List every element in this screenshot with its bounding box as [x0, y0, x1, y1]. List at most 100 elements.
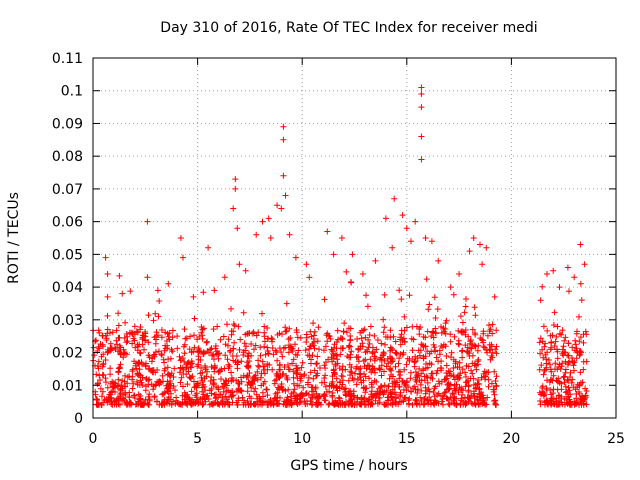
data-point-marker	[170, 383, 177, 390]
data-point-marker	[158, 334, 165, 341]
data-point-marker	[456, 359, 463, 366]
data-point-marker	[234, 365, 241, 372]
data-point-marker	[542, 366, 549, 373]
data-point-marker	[293, 329, 300, 336]
data-point-marker	[109, 388, 116, 395]
data-point-marker	[267, 235, 274, 241]
data-point-marker	[349, 251, 356, 258]
data-point-marker	[474, 397, 481, 404]
data-point-marker	[426, 301, 433, 308]
data-point-marker	[418, 387, 425, 394]
data-point-marker	[334, 327, 341, 334]
data-point-marker	[414, 390, 421, 396]
data-point-marker	[430, 334, 437, 341]
data-point-marker	[537, 350, 544, 357]
data-point-marker	[129, 366, 136, 373]
data-point-marker	[564, 400, 571, 407]
data-point-marker	[289, 348, 296, 354]
data-point-marker	[199, 369, 206, 376]
data-point-marker	[572, 337, 579, 344]
data-point-marker	[109, 378, 116, 385]
data-point-marker	[428, 238, 435, 245]
data-point-marker	[381, 368, 387, 375]
data-point-marker	[491, 386, 498, 393]
data-point-marker	[235, 395, 242, 402]
data-point-marker	[259, 218, 266, 225]
data-point-marker	[163, 382, 170, 389]
data-point-marker	[109, 329, 116, 336]
data-point-marker	[144, 400, 151, 407]
data-point-marker	[379, 352, 386, 359]
data-point-marker	[286, 342, 292, 349]
data-point-marker	[334, 360, 341, 367]
data-point-marker	[443, 362, 450, 369]
data-point-marker	[580, 366, 587, 373]
data-point-marker	[339, 336, 346, 343]
data-point-marker	[225, 361, 232, 368]
data-point-marker	[114, 341, 120, 348]
data-point-marker	[273, 376, 280, 383]
data-point-marker	[381, 357, 388, 364]
data-point-marker	[416, 331, 423, 338]
data-point-marker	[551, 343, 558, 349]
data-point-marker	[311, 328, 318, 335]
data-point-marker	[181, 326, 188, 333]
data-point-marker	[291, 386, 298, 393]
data-point-marker	[582, 385, 589, 392]
y-tick-label: 0.03	[52, 313, 83, 329]
data-point-marker	[436, 351, 443, 358]
data-point-marker	[285, 396, 292, 403]
data-point-marker	[548, 344, 555, 351]
data-point-marker	[433, 330, 439, 337]
data-point-marker	[183, 400, 190, 407]
data-point-marker	[425, 386, 432, 393]
data-point-marker	[145, 339, 152, 346]
data-point-marker	[347, 336, 354, 343]
data-point-marker	[548, 339, 555, 346]
data-point-marker	[169, 327, 176, 334]
data-point-marker	[311, 345, 318, 352]
data-point-marker	[448, 349, 455, 356]
data-point-marker	[329, 378, 336, 385]
data-point-marker	[554, 378, 561, 385]
data-point-marker	[353, 381, 360, 388]
data-point-marker	[228, 369, 235, 376]
data-point-marker	[250, 329, 257, 336]
data-point-marker	[267, 401, 274, 407]
data-point-marker	[463, 296, 469, 302]
data-point-marker	[224, 356, 231, 363]
data-point-marker	[248, 395, 255, 402]
data-point-marker	[345, 325, 352, 332]
data-point-marker	[403, 324, 410, 331]
data-point-marker	[561, 373, 568, 380]
data-point-marker	[264, 386, 270, 393]
data-point-marker	[107, 365, 114, 372]
data-point-marker	[124, 338, 131, 345]
data-point-marker	[281, 398, 288, 405]
data-point-marker	[307, 369, 314, 376]
data-point-marker	[316, 393, 323, 400]
data-point-marker	[302, 401, 309, 407]
data-point-marker	[450, 291, 457, 298]
data-point-marker	[411, 359, 418, 366]
data-point-marker	[562, 349, 569, 356]
data-point-marker	[100, 360, 107, 367]
data-point-marker	[539, 283, 546, 290]
data-point-marker	[196, 348, 203, 354]
data-point-marker	[384, 356, 391, 362]
data-point-marker	[469, 370, 476, 377]
data-point-marker	[371, 366, 378, 373]
data-point-marker	[558, 393, 565, 400]
data-point-marker	[262, 398, 268, 405]
data-point-marker	[431, 393, 438, 400]
data-point-marker	[123, 339, 130, 346]
data-point-marker	[561, 337, 568, 344]
data-point-marker	[152, 349, 159, 355]
data-point-marker	[380, 316, 387, 323]
data-point-marker	[154, 287, 161, 294]
data-point-marker	[556, 330, 563, 337]
data-point-marker	[397, 392, 404, 398]
data-point-marker	[272, 390, 279, 397]
data-point-marker	[211, 287, 218, 294]
data-point-marker	[539, 388, 546, 395]
